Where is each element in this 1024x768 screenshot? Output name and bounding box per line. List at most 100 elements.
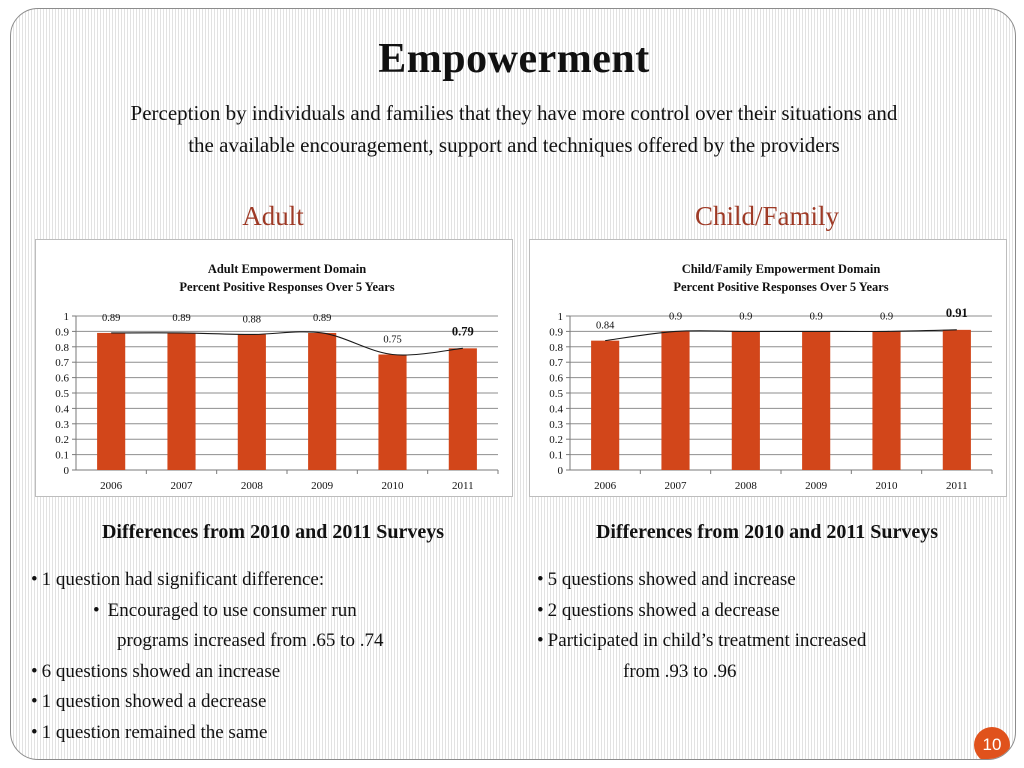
bar [167, 332, 196, 470]
bullet-item: from .93 to .96 [537, 657, 1007, 688]
data-label: 0.84 [596, 321, 615, 332]
data-label: 0.9 [880, 311, 893, 322]
child-family-chart-svg: Child/Family Empowerment Domain Percent P… [549, 262, 993, 492]
chart-title: Child/Family Empowerment Domain [682, 262, 881, 276]
bullet-text: 2 questions showed a decrease [547, 599, 780, 621]
bullet-text: from .93 to .96 [623, 660, 737, 682]
subtitle-line-1: Perception by individuals and families t… [130, 101, 898, 125]
x-tick-label: 2007 [665, 480, 688, 492]
bullet-item: • 1 question had significant difference: [31, 565, 511, 596]
bullet-text: 1 question remained the same [41, 721, 268, 743]
data-label: 0.9 [810, 311, 823, 322]
bar [237, 334, 266, 470]
y-tick-label: 0.1 [549, 450, 563, 462]
y-tick-label: 0.1 [55, 450, 69, 462]
bar [802, 331, 831, 470]
bar [448, 348, 477, 470]
bullet-text: Participated in child’s treatment increa… [547, 630, 867, 651]
data-label: 0.88 [243, 314, 261, 325]
adult-bullet-list: • 1 question had significant difference: •… [31, 565, 511, 748]
slide-subtitle: Perception by individuals and families t… [31, 97, 997, 161]
bullet-dot-icon: • [93, 599, 100, 621]
y-tick-label: 0.5 [549, 388, 563, 400]
bar [872, 331, 901, 470]
y-tick-label: 0.7 [55, 357, 69, 369]
x-tick-label: 2009 [311, 480, 334, 492]
bullet-dot-icon: • [537, 630, 544, 651]
data-label: 0.9 [739, 311, 752, 322]
slide-title: Empowerment [378, 36, 650, 82]
bullet-text: 1 question showed a decrease [41, 691, 267, 712]
bullet-text: 1 question had significant difference: [41, 569, 325, 590]
trend-line [605, 329, 957, 342]
bullet-dot-icon: • [31, 660, 38, 682]
child-family-heading: Child/Family [694, 201, 840, 231]
adult-chart-svg: Adult Empowerment Domain Percent Positive… [55, 262, 499, 492]
y-tick-label: 0 [558, 465, 564, 477]
y-tick-label: 0.9 [55, 326, 69, 338]
bullet-item: • 6 questions showed an increase [31, 657, 511, 688]
page-number-badge: 10 [974, 727, 1010, 759]
adult-chart: Adult Empowerment Domain Percent Positive… [35, 239, 513, 497]
bullet-text: 5 questions showed and increase [547, 569, 796, 590]
x-tick-label: 2008 [241, 480, 263, 492]
adult-differences-heading: Differences from 2010 and 2011 Surveys [101, 521, 444, 543]
bar [731, 331, 760, 470]
y-tick-label: 1 [64, 311, 70, 323]
bar [308, 332, 337, 470]
y-tick-label: 0.9 [549, 326, 563, 338]
bullet-dot-icon: • [31, 569, 38, 590]
y-tick-label: 0.8 [55, 342, 69, 354]
x-tick-label: 2006 [594, 480, 617, 492]
x-tick-label: 2007 [171, 480, 194, 492]
trend-line [111, 331, 463, 356]
x-tick-label: 2008 [735, 480, 758, 492]
bullet-text: 6 questions showed an increase [41, 660, 281, 682]
data-label: 0.9 [669, 311, 682, 322]
y-tick-label: 0.6 [549, 373, 563, 385]
bullet-item: • 1 question showed a decrease [31, 687, 511, 718]
data-label: 0.89 [313, 313, 331, 324]
y-tick-label: 0.2 [55, 434, 69, 446]
bar [942, 329, 971, 470]
child-bullet-list: • 5 questions showed and increase • 2 quest… [537, 565, 1007, 687]
bullet-item: • Encouraged to use consumer run [31, 596, 511, 627]
data-label: 0.89 [172, 313, 190, 324]
y-tick-label: 0.3 [549, 419, 563, 431]
bullet-dot-icon: • [537, 599, 544, 621]
bullet-text: Encouraged to use consumer run [107, 599, 357, 621]
bullet-item: • 2 questions showed a decrease [537, 596, 1007, 627]
bar [661, 331, 690, 470]
bar [591, 340, 620, 470]
child-family-chart: Child/Family Empowerment Domain Percent P… [529, 239, 1007, 497]
x-tick-label: 2006 [100, 480, 123, 492]
bullet-dot-icon: • [31, 721, 38, 743]
subtitle-line-2: the available encouragement, support and… [188, 133, 840, 157]
x-tick-label: 2010 [876, 480, 899, 492]
y-tick-label: 1 [558, 311, 564, 323]
y-tick-label: 0.4 [549, 403, 563, 415]
y-tick-label: 0.6 [55, 373, 69, 385]
child-differences-heading: Differences from 2010 and 2011 Surveys [595, 521, 938, 543]
bullet-item: • 1 question remained the same [31, 718, 511, 749]
y-tick-label: 0.4 [55, 403, 69, 415]
slide: Empowerment Perception by individuals an… [10, 8, 1016, 760]
adult-heading: Adult [242, 201, 304, 231]
data-label: 0.91 [946, 306, 968, 320]
chart-subtitle: Percent Positive Responses Over 5 Years [179, 280, 394, 294]
data-label: 0.75 [383, 335, 401, 346]
chart-subtitle: Percent Positive Responses Over 5 Years [673, 280, 888, 294]
x-tick-label: 2011 [452, 480, 474, 492]
bullet-item: • Participated in child’s treatment incre… [537, 626, 1007, 657]
bullet-text: programs increased from .65 to .74 [117, 630, 384, 651]
bullet-dot-icon: • [537, 569, 544, 590]
x-tick-label: 2009 [805, 480, 828, 492]
y-tick-label: 0.3 [55, 419, 69, 431]
bar [378, 354, 407, 470]
y-tick-label: 0.7 [549, 357, 563, 369]
x-tick-label: 2010 [382, 480, 405, 492]
x-tick-label: 2011 [946, 480, 968, 492]
bullet-item: • 5 questions showed and increase [537, 565, 1007, 596]
data-label: 0.89 [102, 313, 120, 324]
y-tick-label: 0.2 [549, 434, 563, 446]
